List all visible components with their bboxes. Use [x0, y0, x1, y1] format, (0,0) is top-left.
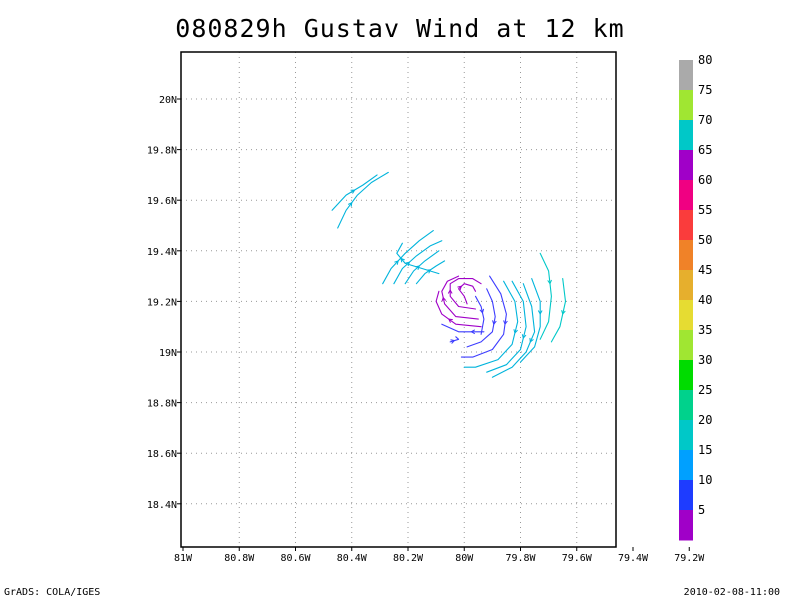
colorbar-swatch	[679, 510, 693, 541]
colorbar-swatch	[679, 450, 693, 481]
streamline-arrow	[492, 320, 497, 326]
footer-timestamp: 2010-02-08-11:00	[683, 587, 780, 598]
y-tick-label: 19.8N	[147, 146, 177, 157]
streamline	[463, 280, 519, 368]
streamline-arrow	[457, 285, 463, 291]
streamline-arrow	[547, 279, 552, 285]
streamline-arrow	[350, 189, 356, 194]
colorbar-swatch	[679, 60, 693, 91]
colorbar-swatch	[679, 480, 693, 511]
colorbar-label: 45	[698, 263, 712, 277]
streamline	[435, 290, 482, 328]
streamline	[441, 275, 479, 320]
colorbar-swatch	[679, 420, 693, 451]
colorbar-swatch	[679, 210, 693, 241]
streamline	[539, 252, 552, 340]
streamline	[519, 278, 541, 363]
x-tick-label: 79.2W	[674, 553, 705, 564]
streamline	[393, 240, 443, 285]
streamline-arrow	[447, 288, 453, 294]
colorbar-label: 80	[698, 53, 712, 67]
colorbar-swatch	[679, 270, 693, 301]
y-tick-label: 19.4N	[147, 247, 177, 258]
colorbar-label: 5	[698, 503, 705, 517]
streamline-arrow	[441, 296, 447, 302]
streamlines	[331, 171, 567, 378]
colorbar-label: 65	[698, 143, 712, 157]
streamline-arrow	[503, 320, 508, 326]
streamline	[337, 171, 389, 229]
x-tick-label: 80.4W	[337, 553, 368, 564]
colorbar-swatch	[679, 180, 693, 211]
colorbar-swatch	[679, 150, 693, 181]
colorbar-swatch	[679, 120, 693, 151]
y-tick-label: 18.8N	[147, 399, 177, 410]
streamline-arrow	[561, 310, 566, 316]
y-tick-label: 19.2N	[147, 297, 177, 308]
streamline	[441, 323, 485, 333]
streamline-arrow	[479, 308, 485, 314]
colorbar-label: 70	[698, 113, 712, 127]
streamline	[382, 230, 434, 285]
colorbar-label: 50	[698, 233, 712, 247]
colorbar-swatch	[679, 240, 693, 271]
streamline	[449, 278, 482, 310]
colorbar-swatch	[679, 360, 693, 391]
streamline	[449, 336, 460, 343]
colorbar-swatch	[679, 390, 693, 421]
x-tick-label: 79.4W	[618, 553, 649, 564]
colorbar-swatch	[679, 300, 693, 331]
y-tick-label: 18.4N	[147, 500, 177, 511]
colorbar-label: 35	[698, 323, 712, 337]
x-tick-label: 79.8W	[505, 553, 536, 564]
streamline-arrow	[521, 334, 527, 340]
colorbar-label: 25	[698, 383, 712, 397]
streamline	[550, 278, 567, 343]
streamline	[491, 283, 536, 378]
x-tick-label: 80.8W	[224, 553, 255, 564]
plot-frame	[180, 51, 617, 548]
x-tick-label: 79.6W	[562, 553, 593, 564]
colorbar-label: 20	[698, 413, 712, 427]
streamline-arrow	[347, 201, 353, 207]
colorbar-label: 15	[698, 443, 712, 457]
footer-credit: GrADS: COLA/IGES	[4, 587, 101, 598]
colorbar-label: 10	[698, 473, 712, 487]
streamline-arrow	[529, 337, 534, 343]
streamline-arrow	[450, 339, 456, 344]
x-axis: 81W 80.8W 80.6W 80.4W 80.2W 80W 79.8W 79.6W 79.4…	[174, 547, 705, 564]
streamline	[474, 295, 485, 335]
streamline-arrow	[400, 257, 405, 263]
colorbar: 5 10 15 20 25 30 35 40 45 50 55 60 65 70 75 80	[679, 53, 712, 541]
colorbar-swatch	[679, 90, 693, 121]
colorbar-label: 55	[698, 203, 712, 217]
streamline-arrow	[394, 260, 399, 265]
streamline	[331, 174, 378, 211]
streamline-arrow	[537, 310, 543, 316]
x-tick-label: 80.2W	[393, 553, 424, 564]
y-axis: 18.4N 18.6N 18.8N 19N 19.2N 19.4N 19.6N 19.8N 20…	[147, 95, 181, 511]
x-tick-label: 80.6W	[280, 553, 311, 564]
colorbar-label: 60	[698, 173, 712, 187]
streamline-arrow	[470, 329, 476, 335]
streamline-arrow	[447, 318, 453, 323]
chart-title: 080829h Gustav Wind at 12 km	[175, 14, 625, 43]
x-tick-label: 81W	[174, 553, 193, 564]
y-tick-label: 20N	[159, 95, 177, 106]
colorbar-label: 40	[698, 293, 712, 307]
colorbar-label: 30	[698, 353, 712, 367]
y-tick-label: 19.6N	[147, 196, 177, 207]
colorbar-swatch	[679, 330, 693, 361]
y-tick-label: 18.6N	[147, 449, 177, 460]
streamline	[460, 275, 507, 358]
x-tick-label: 80W	[455, 553, 474, 564]
streamline-arrow	[513, 329, 518, 335]
y-tick-label: 19N	[159, 348, 177, 359]
colorbar-label: 75	[698, 83, 712, 97]
